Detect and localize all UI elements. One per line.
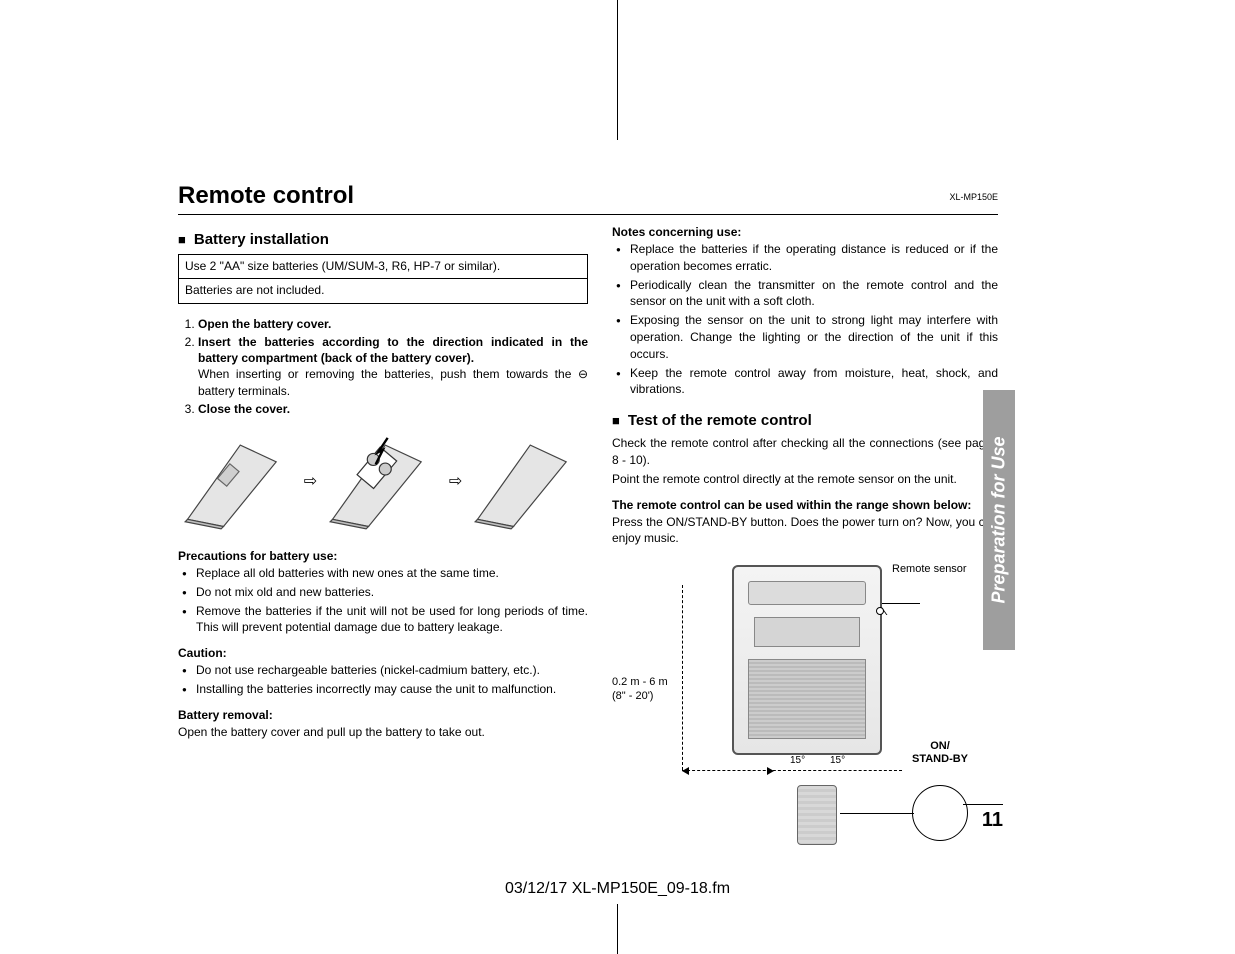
caution-heading: Caution:	[178, 646, 588, 660]
standby-line2: STAND-BY	[912, 753, 968, 766]
battery-spec-box: Use 2 "AA" size batteries (UM/SUM-3, R6,…	[178, 254, 588, 304]
standby-button-circle-icon	[912, 785, 968, 841]
section-tab: Preparation for Use	[983, 390, 1015, 650]
range-sub: Press the ON/STAND-BY button. Does the p…	[612, 514, 998, 548]
range-distance-label: 0.2 m - 6 m (8" - 20')	[612, 675, 668, 704]
range-vertical-dash	[682, 585, 683, 770]
battery-install-illustration: ⇨ ⇨	[178, 431, 588, 531]
notes-list: Replace the batteries if the operating d…	[612, 241, 998, 398]
range-heading: The remote control can be used within th…	[612, 498, 998, 512]
left-column: Battery installation Use 2 "AA" size bat…	[178, 225, 588, 875]
install-steps: Open the battery cover. Insert the batte…	[178, 316, 588, 417]
arrow-icon: ⇨	[304, 471, 317, 491]
crop-mark-top	[617, 0, 618, 140]
angle-right-label: 15°	[830, 755, 845, 766]
step-2: Insert the batteries according to the di…	[198, 334, 588, 366]
battery-spec-line1: Use 2 "AA" size batteries (UM/SUM-3, R6,…	[185, 258, 581, 275]
precautions-heading: Precautions for battery use:	[178, 549, 588, 563]
caution-item: Installing the batteries incorrectly may…	[196, 681, 588, 698]
step-2-sub: When inserting or removing the batteries…	[198, 366, 588, 398]
standby-line1: ON/	[912, 740, 968, 753]
right-column: Notes concerning use: Replace the batter…	[612, 225, 998, 875]
angle-left-label: 15°	[790, 755, 805, 766]
standby-label: ON/ STAND-BY	[912, 740, 968, 766]
model-code: XL-MP150E	[949, 192, 998, 202]
battery-spec-line2: Batteries are not included.	[185, 282, 581, 299]
audio-unit-icon	[732, 565, 882, 755]
caution-item: Do not use rechargeable batteries (nicke…	[196, 662, 588, 679]
range-figure: Remote sensor 15° 15° 0.2 m - 6 m (8" - …	[612, 555, 998, 875]
remote-insert-icon	[323, 431, 443, 531]
standby-leader-line	[840, 813, 914, 814]
range-meters: 0.2 m - 6 m	[612, 675, 668, 689]
precautions-list: Replace all old batteries with new ones …	[178, 565, 588, 636]
section-test-remote: Test of the remote control	[612, 412, 998, 429]
remote-closed-icon	[178, 431, 298, 531]
removal-text: Open the battery cover and pull up the b…	[178, 724, 588, 741]
precaution-item: Replace all old batteries with new ones …	[196, 565, 588, 582]
test-intro-1: Check the remote control after checking …	[612, 435, 998, 469]
section-tab-label: Preparation for Use	[989, 436, 1010, 603]
precaution-item: Remove the batteries if the unit will no…	[196, 603, 588, 637]
caution-list: Do not use rechargeable batteries (nicke…	[178, 662, 588, 698]
remote-sensor-label: Remote sensor	[892, 563, 967, 575]
page-number: 11	[963, 804, 1003, 832]
page-title: Remote control	[178, 182, 998, 215]
precaution-item: Do not mix old and new batteries.	[196, 584, 588, 601]
step-3: Close the cover.	[198, 402, 290, 416]
note-item: Exposing the sensor on the unit to stron…	[630, 312, 998, 362]
note-item: Keep the remote control away from moistu…	[630, 365, 998, 399]
note-item: Periodically clean the transmitter on th…	[630, 277, 998, 311]
crop-mark-bottom	[617, 904, 618, 954]
range-feet: (8" - 20')	[612, 689, 668, 703]
remote-sensor-icon	[876, 607, 884, 615]
mini-remote-icon	[797, 785, 837, 845]
test-intro-2: Point the remote control directly at the…	[612, 471, 998, 488]
arrow-icon: ⇨	[449, 471, 462, 491]
sensor-leader-line	[880, 603, 920, 604]
footer-text: 03/12/17 XL-MP150E_09-18.fm	[505, 880, 730, 898]
range-horizontal-dash	[682, 770, 902, 771]
manual-page: XL-MP150E Remote control Battery install…	[178, 182, 998, 875]
note-item: Replace the batteries if the operating d…	[630, 241, 998, 275]
remote-done-icon	[468, 431, 588, 531]
removal-heading: Battery removal:	[178, 708, 588, 722]
notes-heading: Notes concerning use:	[612, 225, 998, 239]
section-battery-installation: Battery installation	[178, 231, 588, 248]
step-1: Open the battery cover.	[198, 317, 331, 331]
